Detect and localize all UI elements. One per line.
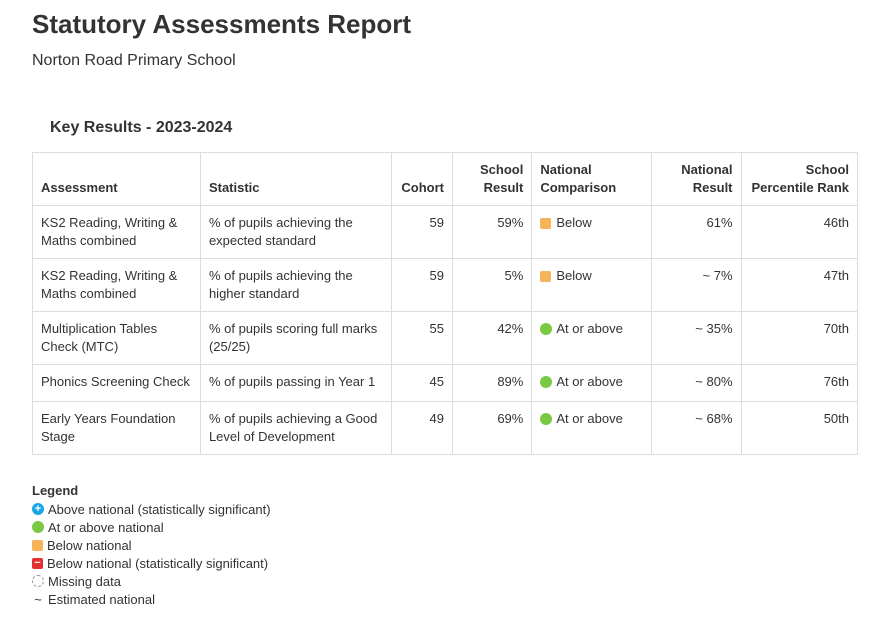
cell-statistic: % of pupils achieving a Good Level of Dev… bbox=[199, 401, 392, 455]
table-row: Early Years Foundation Stage% of pupils a… bbox=[32, 401, 859, 455]
header-assessment: Assessment bbox=[32, 152, 201, 206]
cell-cohort: 59 bbox=[390, 258, 454, 312]
table-row: KS2 Reading, Writing & Maths combined% of… bbox=[32, 205, 859, 259]
cell-assessment: KS2 Reading, Writing & Maths combined bbox=[32, 258, 201, 312]
cell-school-result: 42% bbox=[451, 311, 533, 365]
cell-percentile-rank: 50th bbox=[740, 401, 859, 455]
cell-cohort: 55 bbox=[390, 311, 454, 365]
header-statistic: Statistic bbox=[199, 152, 392, 206]
comparison-label: At or above bbox=[556, 374, 623, 389]
cell-national-result: ~ 35% bbox=[650, 311, 742, 365]
cell-cohort: 59 bbox=[390, 205, 454, 259]
cell-national-comparison: At or above bbox=[531, 364, 652, 402]
legend-item-estimated: ~ Estimated national bbox=[32, 590, 271, 608]
header-national-result: National Result bbox=[650, 152, 742, 206]
green-circle-icon bbox=[540, 413, 553, 425]
green-circle-icon bbox=[32, 521, 44, 533]
legend-item-missing: Missing data bbox=[32, 572, 271, 590]
cell-school-result: 5% bbox=[451, 258, 533, 312]
minus-square-icon: − bbox=[32, 557, 43, 569]
comparison-label: At or above bbox=[556, 321, 623, 336]
comparison-label: At or above bbox=[556, 411, 623, 426]
cell-statistic: % of pupils achieving the higher standard bbox=[199, 258, 392, 312]
cell-national-comparison: Below bbox=[531, 258, 652, 312]
cell-percentile-rank: 76th bbox=[740, 364, 859, 402]
cell-national-result: ~ 7% bbox=[650, 258, 742, 312]
report-title: Statutory Assessments Report bbox=[32, 9, 412, 39]
orange-square-icon bbox=[32, 539, 43, 551]
cell-statistic: % of pupils achieving the expected standa… bbox=[199, 205, 392, 259]
header-national-comparison: National Comparison bbox=[531, 152, 652, 206]
section-title: Key Results - 2023-2024 bbox=[50, 119, 233, 136]
cell-assessment: Phonics Screening Check bbox=[32, 364, 201, 402]
cell-assessment: Early Years Foundation Stage bbox=[32, 401, 201, 455]
dashed-circle-icon bbox=[32, 575, 44, 587]
header-school-result: School Result bbox=[451, 152, 533, 206]
school-name: Norton Road Primary School bbox=[32, 52, 236, 69]
cell-national-comparison: At or above bbox=[531, 311, 652, 365]
key-results-table: Assessment Statistic Cohort School Result… bbox=[32, 152, 859, 455]
legend-title: Legend bbox=[32, 483, 79, 498]
table-row: Multiplication Tables Check (MTC)% of pup… bbox=[32, 311, 859, 365]
cell-percentile-rank: 47th bbox=[740, 258, 859, 312]
cell-statistic: % of pupils scoring full marks (25/25) bbox=[199, 311, 392, 365]
cell-percentile-rank: 46th bbox=[740, 205, 859, 259]
legend-label: Above national (statistically significan… bbox=[48, 501, 271, 517]
cell-national-result: ~ 80% bbox=[650, 364, 742, 402]
table-row: Phonics Screening Check% of pupils passi… bbox=[32, 364, 859, 402]
cell-assessment: Multiplication Tables Check (MTC) bbox=[32, 311, 201, 365]
cell-school-result: 59% bbox=[451, 205, 533, 259]
table-header-row: Assessment Statistic Cohort School Result… bbox=[32, 152, 859, 206]
orange-square-icon bbox=[540, 270, 552, 282]
legend-label: Missing data bbox=[48, 573, 121, 589]
comparison-label: Below bbox=[556, 268, 592, 283]
legend-item-below: Below national bbox=[32, 536, 271, 554]
plus-circle-icon: + bbox=[32, 503, 44, 515]
cell-national-comparison: At or above bbox=[531, 401, 652, 455]
cell-national-comparison: Below bbox=[531, 205, 652, 259]
cell-assessment: KS2 Reading, Writing & Maths combined bbox=[32, 205, 201, 259]
legend-label: Estimated national bbox=[48, 591, 155, 607]
green-circle-icon bbox=[540, 323, 553, 335]
orange-square-icon bbox=[540, 217, 552, 229]
comparison-label: Below bbox=[556, 215, 592, 230]
cell-school-result: 69% bbox=[451, 401, 533, 455]
legend-label: At or above national bbox=[48, 519, 164, 535]
cell-national-result: ~ 68% bbox=[650, 401, 742, 455]
legend-label: Below national bbox=[47, 537, 132, 553]
legend-item-below-significant: − Below national (statistically signific… bbox=[32, 554, 271, 572]
legend: Legend + Above national (statistically s… bbox=[32, 482, 271, 608]
cell-national-result: 61% bbox=[650, 205, 742, 259]
header-cohort: Cohort bbox=[390, 152, 454, 206]
cell-percentile-rank: 70th bbox=[740, 311, 859, 365]
cell-statistic: % of pupils passing in Year 1 bbox=[199, 364, 392, 402]
legend-item-at-or-above: At or above national bbox=[32, 518, 271, 536]
cell-cohort: 49 bbox=[390, 401, 454, 455]
legend-label: Below national (statistically significan… bbox=[47, 555, 269, 571]
legend-item-above-significant: + Above national (statistically signific… bbox=[32, 500, 271, 518]
cell-school-result: 89% bbox=[451, 364, 533, 402]
cell-cohort: 45 bbox=[390, 364, 454, 402]
green-circle-icon bbox=[540, 376, 553, 388]
table-row: KS2 Reading, Writing & Maths combined% of… bbox=[32, 258, 859, 312]
tilde-icon: ~ bbox=[34, 591, 42, 607]
header-percentile-rank: School Percentile Rank bbox=[740, 152, 859, 206]
